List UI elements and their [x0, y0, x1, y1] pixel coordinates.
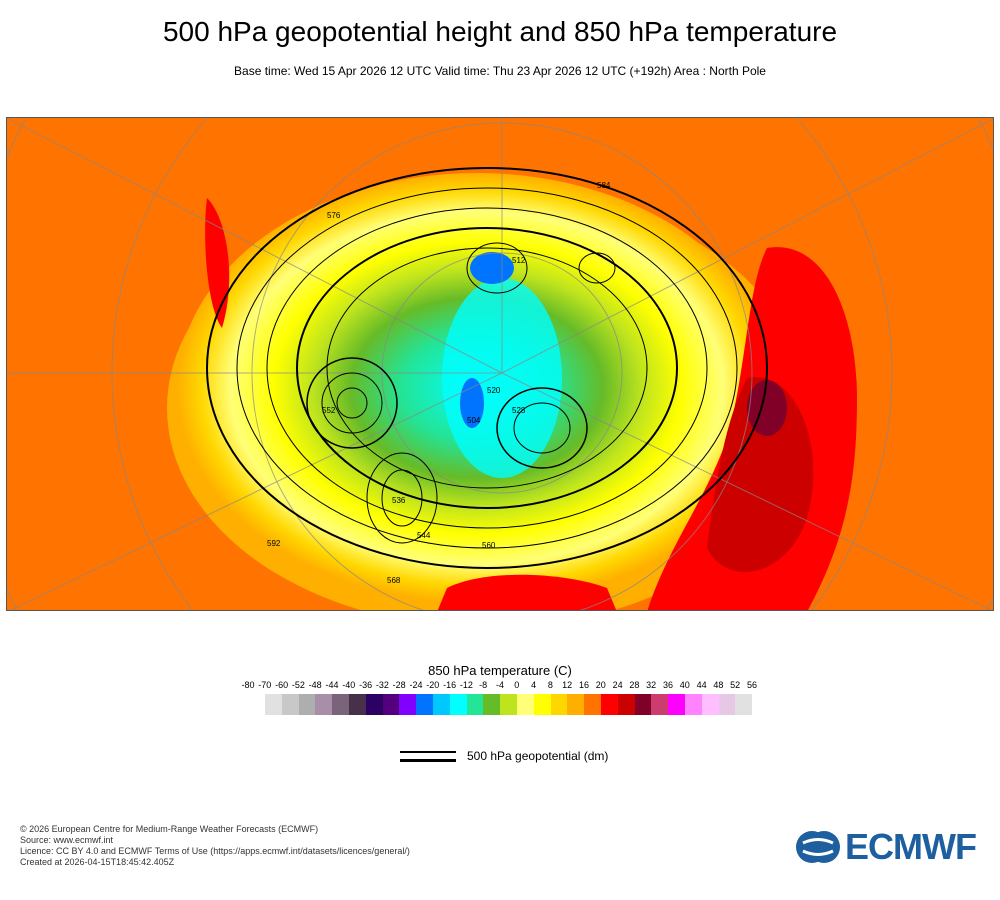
- colorbar-tick-label: -20: [426, 680, 440, 690]
- contour-label: 560: [482, 541, 496, 550]
- source-text: Source: www.ecmwf.int: [20, 835, 114, 845]
- colorbar-ticks: -80 -70 -60 -52 -48 -44 -40 -36 -32 -28 -24 -20 -16-…: [0, 680, 1000, 694]
- colorbar-tick-label: -60: [275, 680, 289, 690]
- colorbar-tick-label: 44: [696, 680, 707, 690]
- colorbar-swatch: [365, 694, 383, 715]
- colorbar-swatch: [348, 694, 366, 715]
- temp-region-darkred: [707, 377, 814, 572]
- colorbar-swatch: [265, 694, 282, 715]
- legend-line-thick: [400, 759, 456, 762]
- colorbar-tick-label: -24: [409, 680, 423, 690]
- colorbar-swatch: [449, 694, 467, 715]
- colorbar-tick-label: 56: [746, 680, 758, 690]
- contour-labels: 576 584 552 528 520 536 512 504 560 568 …: [267, 181, 611, 585]
- colorbar-swatch: [718, 694, 736, 715]
- colorbar-tick-label: 4: [531, 680, 537, 690]
- colorbar-swatch: [315, 694, 333, 715]
- colorbar-swatch: [651, 694, 669, 715]
- colorbar-swatch: [382, 694, 400, 715]
- colorbar-tick-label: -12: [459, 680, 473, 690]
- colorbar-tick-label: -52: [291, 680, 305, 690]
- colorbar-tick-label: 24: [612, 680, 623, 690]
- colorbar-tick-label: -70: [258, 680, 272, 690]
- colorbar-tick-label: -4: [495, 680, 505, 690]
- colorbar-title: 850 hPa temperature (C): [428, 663, 572, 678]
- colorbar-swatch: [701, 694, 719, 715]
- colorbar-tick-label: 52: [730, 680, 741, 690]
- colorbar-tick-label: 36: [662, 680, 674, 690]
- page-subtitle: Base time: Wed 15 Apr 2026 12 UTC Valid …: [234, 64, 766, 78]
- colorbar-tick-label: 40: [679, 680, 690, 690]
- colorbar-swatch: [483, 694, 501, 715]
- colorbar-tick-label: -80: [241, 680, 255, 690]
- temp-region-blue: [470, 252, 514, 284]
- colorbar-swatch: [684, 694, 702, 715]
- page-title: 500 hPa geopotential height and 850 hPa …: [162, 16, 838, 47]
- colorbar-swatch: [617, 694, 635, 715]
- colorbar-tick-label: -32: [375, 680, 389, 690]
- contour-label: 512: [512, 256, 526, 265]
- legend-line-thin: [400, 751, 456, 753]
- contour-label: 592: [267, 539, 281, 548]
- legend-label: 500 hPa geopotential (dm): [467, 749, 609, 763]
- colorbar-tick-label: 20: [595, 680, 606, 690]
- colorbar-tick-label: 12: [562, 680, 573, 690]
- copyright-text: © 2026 European Centre for Medium-Range …: [20, 824, 319, 834]
- geopotential-contours: [206, 167, 768, 569]
- colorbar-tick-label: -16: [443, 680, 457, 690]
- colorbar-swatch: [600, 694, 618, 715]
- colorbar-swatch: [281, 694, 299, 715]
- colorbar-swatch: [399, 694, 417, 715]
- temp-region-maroon: [747, 380, 787, 436]
- colorbar-swatch: [466, 694, 484, 715]
- colorbar-tick-label: -44: [325, 680, 339, 690]
- graticule: [7, 118, 993, 610]
- created-text: Created at 2026-04-15T18:45:42.405Z: [20, 857, 175, 867]
- colorbar-tick-label: 0: [514, 680, 520, 690]
- map-canvas: 576 584 552 528 520 536 512 504 560 568 …: [7, 118, 993, 610]
- colorbar-swatch: [432, 694, 450, 715]
- colorbar: [265, 694, 753, 715]
- colorbar-tick-label: -40: [342, 680, 356, 690]
- colorbar-tick-label: 48: [713, 680, 724, 690]
- licence-text: Licence: CC BY 4.0 and ECMWF Terms of Us…: [20, 846, 410, 856]
- ecmwf-logo: ECMWF: [795, 826, 977, 868]
- ecmwf-logo-icon: [796, 831, 840, 863]
- colorbar-swatch: [634, 694, 652, 715]
- colorbar-tick-label: -28: [392, 680, 406, 690]
- contour-label: 520: [487, 386, 501, 395]
- contour-label: 544: [417, 531, 431, 540]
- colorbar-swatch: [416, 694, 433, 715]
- colorbar-swatch: [567, 694, 585, 715]
- ecmwf-logo-text: ECMWF: [845, 826, 977, 867]
- colorbar-tick-label: 32: [646, 680, 657, 690]
- colorbar-tick-label: 28: [629, 680, 640, 690]
- colorbar-swatch: [516, 694, 534, 715]
- colorbar-swatch: [584, 694, 601, 715]
- colorbar-swatch: [500, 694, 517, 715]
- colorbar-swatch: [332, 694, 349, 715]
- colorbar-tick-label: 8: [547, 680, 553, 690]
- footer: © 2026 European Centre for Medium-Range …: [20, 824, 410, 868]
- contour-label: 504: [467, 416, 481, 425]
- contour-label: 568: [387, 576, 401, 585]
- colorbar-swatch: [668, 694, 685, 715]
- contour-label: 552: [322, 406, 336, 415]
- colorbar-swatch: [735, 694, 753, 715]
- north-pole-map[interactable]: 576 584 552 528 520 536 512 504 560 568 …: [6, 117, 994, 611]
- colorbar-swatch: [533, 694, 551, 715]
- contour-label: 528: [512, 406, 526, 415]
- colorbar-tick-label: -8: [479, 680, 488, 690]
- contour-label: 536: [392, 496, 406, 505]
- contour-label: 584: [597, 181, 611, 190]
- colorbar-swatch: [298, 694, 316, 715]
- contour-label: 576: [327, 211, 341, 220]
- colorbar-tick-label: 16: [578, 680, 590, 690]
- temp-region-red: [205, 198, 230, 328]
- colorbar-swatch: [550, 694, 568, 715]
- temp-region-red: [437, 574, 617, 610]
- colorbar-tick-label: -36: [359, 680, 373, 690]
- colorbar-tick-label: -48: [308, 680, 322, 690]
